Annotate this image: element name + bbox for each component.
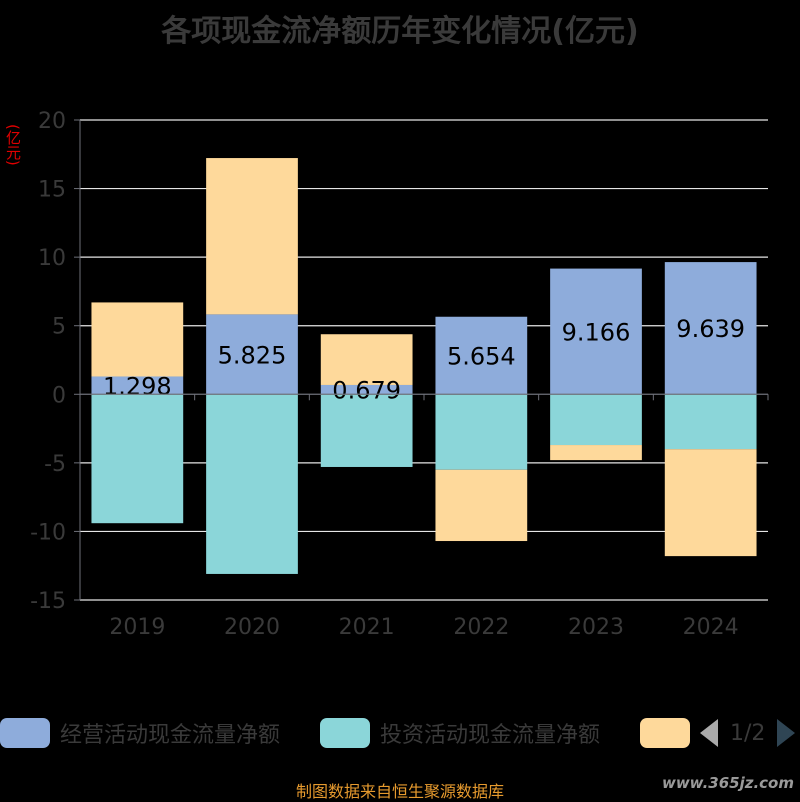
pager-prev-icon[interactable] <box>700 719 718 747</box>
x-tick-label-2023: 2023 <box>568 615 624 640</box>
bar-2022-series-0 <box>435 316 528 395</box>
legend-swatch-financing <box>640 718 690 748</box>
y-tick-label: -15 <box>30 589 66 614</box>
x-tick-label-2019: 2019 <box>109 615 165 640</box>
x-tick-label-2020: 2020 <box>224 615 280 640</box>
legend: 经营活动现金流量净额 投资活动现金流量净额 1/2 <box>0 712 800 756</box>
y-tick-label: 10 <box>38 246 66 271</box>
y-tick-label: -10 <box>30 520 66 545</box>
data-label-2020: 5.825 <box>218 341 287 369</box>
bar-2023-series-0 <box>550 268 642 395</box>
bar-2020-series-1 <box>206 394 298 574</box>
bar-2019-series-1 <box>91 394 184 524</box>
bar-2020-series-2 <box>206 158 298 315</box>
pager-next-icon[interactable] <box>777 719 796 747</box>
data-label-2023: 9.166 <box>562 318 631 346</box>
bar-2024-series-0 <box>664 262 757 395</box>
bar-2024-series-1 <box>664 394 757 450</box>
legend-item-operating[interactable]: 经营活动现金流量净额 <box>0 718 280 748</box>
legend-item-financing[interactable] <box>640 718 700 748</box>
bar-2022-series-2 <box>435 469 528 542</box>
data-label-2019: 1.298 <box>103 372 172 400</box>
y-tick-label: -5 <box>44 452 66 477</box>
bar-2023-series-2 <box>550 445 642 461</box>
bar-2021-series-0 <box>320 384 413 395</box>
data-label-2021: 0.679 <box>332 377 401 405</box>
stacked-bar-chart: 1.298 5.825 0.679 5.654 9.166 9.639 -15 -10 -5 0… <box>30 109 769 640</box>
watermark: www.365jz.com <box>661 774 794 792</box>
legend-swatch-operating <box>0 718 50 748</box>
chart-title: 各项现金流净额历年变化情况(亿元) <box>161 14 639 49</box>
legend-item-investing[interactable]: 投资活动现金流量净额 <box>320 718 600 748</box>
grid-lines <box>80 119 768 601</box>
y-tick-label: 20 <box>38 109 66 134</box>
bar-2019-series-0 <box>91 376 184 395</box>
bar-2019-series-2 <box>91 302 184 377</box>
data-source-note: 制图数据来自恒生聚源数据库 <box>295 782 504 801</box>
legend-label-investing: 投资活动现金流量净额 <box>380 723 601 748</box>
data-label-2024: 9.639 <box>676 315 745 343</box>
y-axis-unit-label: (亿元) <box>4 124 22 166</box>
bar-2024-series-2 <box>664 449 757 557</box>
x-tick-label-2021: 2021 <box>339 615 395 640</box>
x-tick-label-2022: 2022 <box>453 615 509 640</box>
y-tick-label: 0 <box>52 383 66 408</box>
data-labels: 1.298 5.825 0.679 5.654 9.166 9.639 <box>103 315 745 404</box>
y-tick-label: 5 <box>52 315 66 340</box>
pager-text: 1/2 <box>730 720 766 746</box>
axes: -15 -10 -5 0 5 10 15 20 2019 2020 2021 2022 2023 2024 <box>30 109 769 640</box>
x-tick-label-2024: 2024 <box>683 615 739 640</box>
bar-2023-series-1 <box>550 394 642 446</box>
legend-pager: 1/2 <box>700 716 796 750</box>
bar-2020-series-0 <box>206 314 298 395</box>
y-tick-label: 15 <box>38 178 66 203</box>
bars <box>91 158 757 574</box>
data-label-2022: 5.654 <box>447 343 516 371</box>
bar-2021-series-1 <box>320 394 413 467</box>
legend-swatch-investing <box>320 718 370 748</box>
bar-2021-series-2 <box>320 334 413 385</box>
legend-label-operating: 经营活动现金流量净额 <box>60 723 281 748</box>
bar-2022-series-1 <box>435 394 528 470</box>
